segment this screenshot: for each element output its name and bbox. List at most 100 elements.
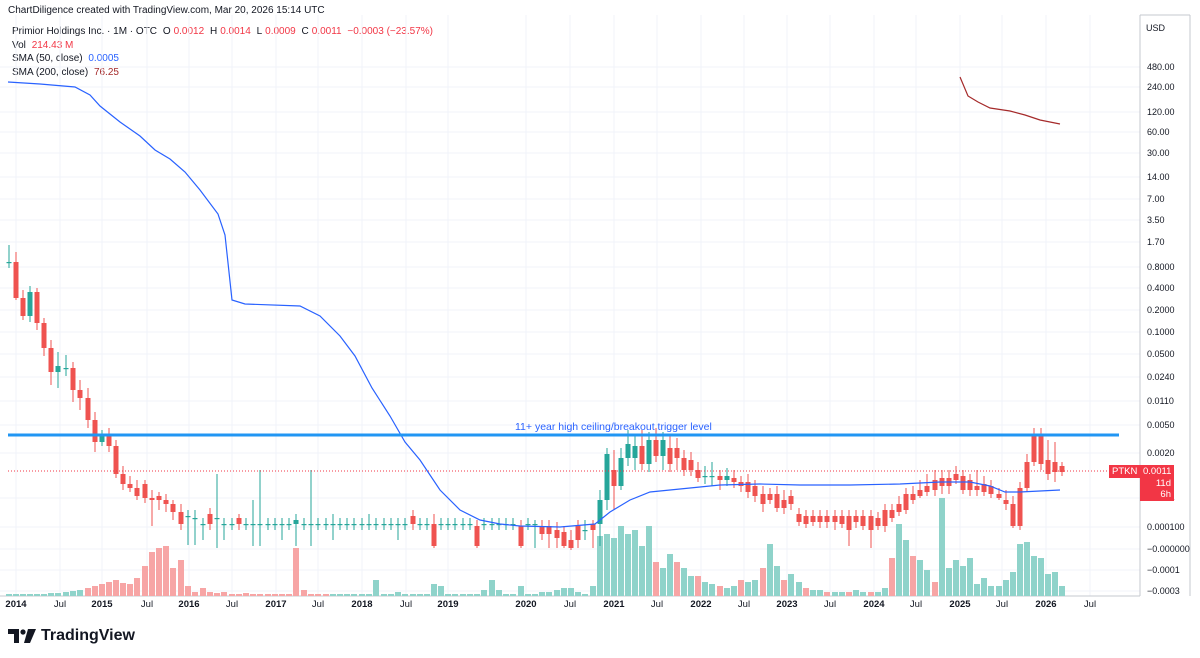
volume-bar [960,566,966,596]
volume-bar [774,566,780,596]
time-axis-label: Jul [225,599,239,610]
price-axis-label: 3.50 [1147,215,1165,225]
volume-bar [257,594,263,596]
price-axis-label: 0.0050 [1147,420,1175,430]
candle-body [717,476,723,480]
chart-grid [0,15,1140,596]
volume-bar [695,576,701,596]
volume-bar [113,580,119,596]
volume-bar [717,586,723,596]
candle-body [229,524,235,526]
volume-bar [489,580,495,596]
candlesticks [6,245,1065,550]
candle-body [832,516,838,522]
candle-body [351,524,357,526]
price-axis-label: 480.00 [1147,62,1175,72]
volume-bar [250,594,256,596]
tradingview-logo[interactable]: TradingView [8,627,135,645]
vol-label[interactable]: Vol [12,39,26,51]
candle-body [752,486,758,496]
candle-body [896,504,902,512]
candle-body [243,524,249,526]
volume-bar [229,594,235,596]
volume-bar [272,594,278,596]
candle-body [257,524,263,526]
time-axis-label: Jul [737,599,751,610]
symbol-label[interactable]: Primior Holdings Inc. · 1M · OTC [12,26,158,37]
time-axis-label: 2017 [265,599,287,610]
candle-body [839,516,845,524]
candle-body [868,516,874,530]
volume-bar [265,594,271,596]
time-axis-label: Jul [140,599,154,610]
candle-body [788,496,794,504]
volume-bar [27,594,33,596]
volume-bar [575,592,581,596]
volume-bar [518,586,524,596]
candle-body [460,524,466,526]
candle-body [554,530,560,538]
candle-body [27,292,33,316]
candle-body [1031,436,1037,462]
candle-body [417,524,423,526]
price-axis-label: 14.00 [1147,172,1170,182]
candle-body [6,262,12,264]
low-value: 0.0009 [265,26,296,37]
volume-bar [760,568,766,596]
volume-bar [767,544,773,596]
candle-body [63,368,69,370]
volume-bar [532,594,538,596]
sma200-value: 76.25 [93,66,119,78]
candle-body [250,524,256,526]
time-axis-label: 2020 [515,599,537,610]
volume-bar [214,593,220,596]
volume-bar [99,584,105,596]
candle-body [924,486,930,492]
volume-bar [200,588,206,596]
volume-bar [192,592,198,596]
sma200-label[interactable]: SMA (200, close) [12,66,89,78]
candle-body [92,420,98,442]
price-axis-label: 60.00 [1147,127,1170,137]
volume-bar [467,594,473,596]
time-axis-label: 2026 [1035,599,1057,610]
sma50-label[interactable]: SMA (50, close) [12,53,83,64]
candle-body [178,512,184,524]
time-axis-label: Jul [823,599,837,610]
price-axis-label: 0.0020 [1147,448,1175,458]
volume-bar [373,580,379,596]
volume-bar [1024,542,1030,596]
candle-body [236,518,242,524]
candle-body [611,470,617,486]
candle-body [653,440,659,456]
volume-bar [810,590,816,596]
candle-body [438,524,444,526]
volume-bar [846,592,852,596]
time-axis-label: Jul [650,599,664,610]
currency-label[interactable]: USD [1146,23,1166,33]
price-axis-label: −0.000000 [1147,544,1190,554]
volume-bar [503,594,509,596]
price-axis-label: 0.8000 [1147,262,1175,272]
volume-bar [1052,572,1058,596]
volume-bar [77,590,83,596]
volume-bar [178,560,184,596]
candle-body [424,524,430,526]
candle-body [134,488,140,496]
candle-body [932,480,938,490]
candle-body [561,532,567,546]
close-label: C [301,26,309,37]
volume-bar [667,554,673,596]
volume-bar [781,580,787,596]
volume-bars [6,498,1065,596]
tradingview-logo-text: TradingView [41,627,135,644]
volume-bar [41,594,47,596]
candle-body [1017,488,1023,526]
volume-bar [796,582,802,596]
vol-value: 214.43 M [31,39,74,51]
volume-bar [889,558,895,596]
candle-body [70,368,76,390]
volume-bar [604,534,610,596]
candle-body [214,518,220,520]
